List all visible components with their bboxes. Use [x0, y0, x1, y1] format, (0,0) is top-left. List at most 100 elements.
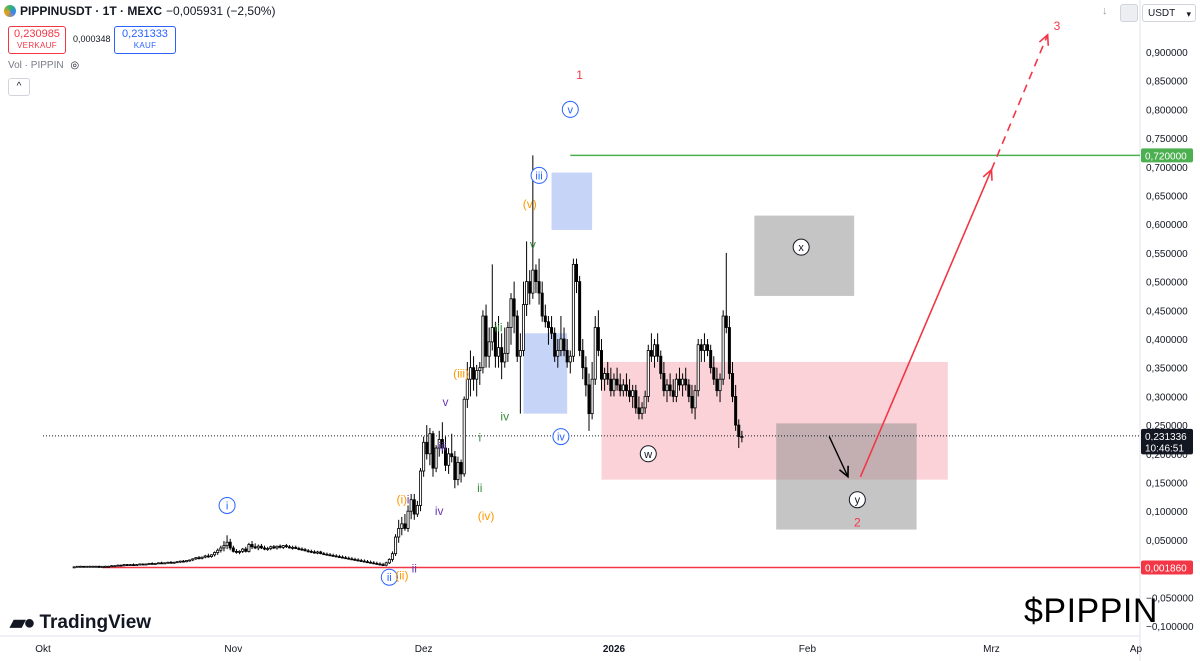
candle: [674, 373, 678, 403]
candle: [181, 559, 185, 563]
projection-dashed-line: [990, 34, 1049, 170]
candle: [150, 562, 154, 565]
candle: [341, 555, 345, 559]
candle: [403, 514, 407, 531]
candle: [677, 367, 681, 391]
candle: [643, 390, 647, 414]
candle: [612, 373, 616, 397]
candle: [247, 542, 251, 553]
candle: [653, 339, 657, 368]
price-tick-label: 0,400000: [1146, 335, 1188, 346]
candle: [681, 373, 685, 397]
candle: [291, 545, 295, 550]
candle: [394, 534, 398, 556]
wave-circle: [792, 238, 810, 256]
candle: [690, 384, 694, 414]
candle: [518, 333, 522, 414]
candle: [693, 384, 697, 420]
candle: [724, 252, 728, 334]
collapse-legend-button[interactable]: ^: [8, 78, 30, 96]
candle: [462, 396, 466, 477]
candle: [306, 549, 310, 553]
candle: [634, 384, 638, 414]
wave-text: 1: [576, 68, 583, 82]
candle: [575, 258, 579, 294]
candle: [103, 565, 107, 568]
candle: [82, 565, 86, 568]
candle: [166, 561, 170, 564]
wave-label: v: [561, 100, 579, 118]
candle: [384, 561, 388, 567]
price-tick-label: 0,450000: [1146, 306, 1188, 317]
eye-hidden-icon[interactable]: ◎: [70, 60, 80, 71]
candle: [537, 258, 541, 305]
screenshot-button[interactable]: [1120, 4, 1138, 22]
symbol-title[interactable]: PIPPINUSDT · 1T · MEXC: [20, 4, 163, 18]
wave-label: (ii): [395, 568, 408, 582]
wave-text: w: [643, 449, 652, 461]
buy-label: KAUF: [133, 41, 157, 50]
candle: [665, 379, 669, 403]
candle: [606, 361, 610, 385]
wave-label: i: [407, 493, 410, 507]
tradingview-logo-text: TradingView: [39, 611, 152, 633]
candle: [156, 562, 160, 565]
candle: [731, 361, 735, 403]
price-tag: 10:46:51: [1141, 440, 1193, 455]
candle: [603, 367, 607, 391]
candle: [259, 543, 263, 550]
candle: [231, 545, 235, 553]
time-tick-label: Okt: [35, 644, 51, 655]
candle: [253, 543, 257, 550]
candle: [334, 554, 338, 558]
candle: [107, 565, 111, 568]
blue-zone-v: [551, 172, 593, 230]
candle: [509, 293, 513, 345]
candle: [431, 430, 435, 477]
buy-button[interactable]: 0,231333 KAUF: [114, 26, 176, 54]
candle: [203, 554, 207, 559]
tradingview-logo[interactable]: ▰● TradingView: [10, 610, 151, 635]
candle: [506, 321, 510, 362]
symbol-header: PIPPINUSDT · 1T · MEXC −0,005931 (−2,50%…: [4, 4, 275, 18]
currency-select[interactable]: USDT ▾: [1142, 4, 1196, 22]
wave-text: iv: [557, 432, 565, 444]
price-tick-label: 0,750000: [1146, 134, 1188, 145]
arrow-down-icon[interactable]: ↓: [1102, 5, 1108, 17]
candle: [144, 563, 148, 566]
candle: [197, 555, 201, 560]
candle: [534, 264, 538, 294]
candle: [113, 565, 117, 568]
volume-legend[interactable]: Vol · PIPPIN ◎: [8, 60, 79, 71]
candle: [521, 281, 525, 357]
candle: [668, 373, 672, 397]
projection-arrowhead: [982, 167, 993, 181]
candle: [565, 339, 569, 368]
candle: [316, 550, 320, 555]
candle: [515, 310, 519, 362]
sell-price: 0,230985: [14, 28, 60, 40]
wave-label: 3: [1054, 19, 1061, 33]
wave-text: ii: [477, 481, 482, 495]
pippin-logo-icon: [4, 5, 16, 17]
candle: [615, 367, 619, 391]
price-tag-text: 10:46:51: [1145, 443, 1184, 454]
candle: [581, 339, 585, 380]
wave-text: v: [442, 395, 448, 409]
candle: [75, 565, 79, 568]
candle: [172, 561, 176, 564]
sell-button[interactable]: 0,230985 VERKAUF: [8, 26, 66, 54]
candle: [100, 565, 104, 568]
candle: [646, 344, 650, 403]
wave-text: iii: [495, 321, 503, 335]
candle: [590, 361, 594, 420]
candle: [472, 356, 476, 391]
wave-label: w: [639, 445, 657, 463]
candle: [696, 339, 700, 397]
candle: [216, 548, 220, 555]
wave-text: iii: [438, 439, 446, 453]
candle: [465, 361, 469, 408]
candle: [160, 561, 164, 565]
